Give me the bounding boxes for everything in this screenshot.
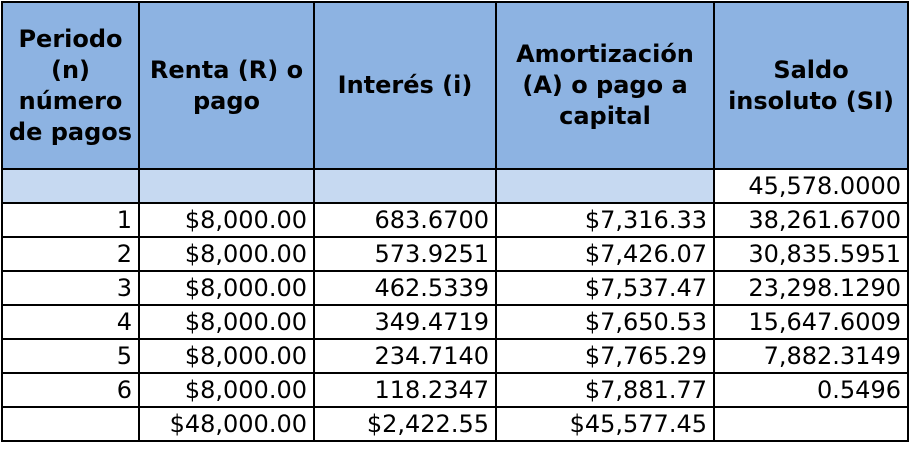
initial-balance-row: 45,578.0000 bbox=[1, 168, 909, 204]
interes-cell: 349.4719 bbox=[313, 304, 497, 340]
periodo-cell: 4 bbox=[1, 304, 140, 340]
header-amortizacion: Amortización (A) o pago a capital bbox=[495, 1, 715, 170]
saldo-cell: 15,647.6009 bbox=[713, 304, 909, 340]
amortizacion-cell: $7,426.07 bbox=[495, 236, 715, 272]
amortizacion-cell: $7,881.77 bbox=[495, 372, 715, 408]
renta-cell: $8,000.00 bbox=[138, 236, 315, 272]
header-renta: Renta (R) o pago bbox=[138, 1, 315, 170]
saldo-cell: 38,261.6700 bbox=[713, 202, 909, 238]
amortizacion-cell: $7,316.33 bbox=[495, 202, 715, 238]
header-interes: Interés (i) bbox=[313, 1, 497, 170]
table-cell bbox=[1, 168, 140, 204]
amortization-table: Periodo (n) número de pagos Renta (R) o … bbox=[1, 1, 909, 442]
table-row: 2 $8,000.00 573.9251 $7,426.07 30,835.59… bbox=[1, 236, 909, 272]
saldo-cell: 0.5496 bbox=[713, 372, 909, 408]
table-cell bbox=[138, 168, 315, 204]
table-row: 1 $8,000.00 683.6700 $7,316.33 38,261.67… bbox=[1, 202, 909, 238]
table-row: 3 $8,000.00 462.5339 $7,537.47 23,298.12… bbox=[1, 270, 909, 306]
total-saldo-cell bbox=[713, 406, 909, 442]
renta-cell: $8,000.00 bbox=[138, 202, 315, 238]
renta-cell: $8,000.00 bbox=[138, 270, 315, 306]
amortizacion-cell: $7,650.53 bbox=[495, 304, 715, 340]
totals-row: $48,000.00 $2,422.55 $45,577.45 bbox=[1, 406, 909, 442]
interes-cell: 234.7140 bbox=[313, 338, 497, 374]
table-cell bbox=[313, 168, 497, 204]
table-row: 5 $8,000.00 234.7140 $7,765.29 7,882.314… bbox=[1, 338, 909, 374]
renta-cell: $8,000.00 bbox=[138, 304, 315, 340]
total-amortizacion-cell: $45,577.45 bbox=[495, 406, 715, 442]
initial-saldo-cell: 45,578.0000 bbox=[713, 168, 909, 204]
table-cell bbox=[495, 168, 715, 204]
total-interes-cell: $2,422.55 bbox=[313, 406, 497, 442]
saldo-cell: 7,882.3149 bbox=[713, 338, 909, 374]
interes-cell: 683.6700 bbox=[313, 202, 497, 238]
total-renta-cell: $48,000.00 bbox=[138, 406, 315, 442]
totals-label-cell bbox=[1, 406, 140, 442]
saldo-cell: 30,835.5951 bbox=[713, 236, 909, 272]
renta-cell: $8,000.00 bbox=[138, 338, 315, 374]
header-row: Periodo (n) número de pagos Renta (R) o … bbox=[1, 1, 909, 170]
renta-cell: $8,000.00 bbox=[138, 372, 315, 408]
interes-cell: 573.9251 bbox=[313, 236, 497, 272]
saldo-cell: 23,298.1290 bbox=[713, 270, 909, 306]
periodo-cell: 6 bbox=[1, 372, 140, 408]
periodo-cell: 2 bbox=[1, 236, 140, 272]
periodo-cell: 5 bbox=[1, 338, 140, 374]
table-row: 4 $8,000.00 349.4719 $7,650.53 15,647.60… bbox=[1, 304, 909, 340]
interes-cell: 118.2347 bbox=[313, 372, 497, 408]
periodo-cell: 3 bbox=[1, 270, 140, 306]
header-periodo: Periodo (n) número de pagos bbox=[1, 1, 140, 170]
interes-cell: 462.5339 bbox=[313, 270, 497, 306]
amortizacion-cell: $7,765.29 bbox=[495, 338, 715, 374]
table-row: 6 $8,000.00 118.2347 $7,881.77 0.5496 bbox=[1, 372, 909, 408]
header-saldo: Saldo insoluto (SI) bbox=[713, 1, 909, 170]
periodo-cell: 1 bbox=[1, 202, 140, 238]
amortizacion-cell: $7,537.47 bbox=[495, 270, 715, 306]
